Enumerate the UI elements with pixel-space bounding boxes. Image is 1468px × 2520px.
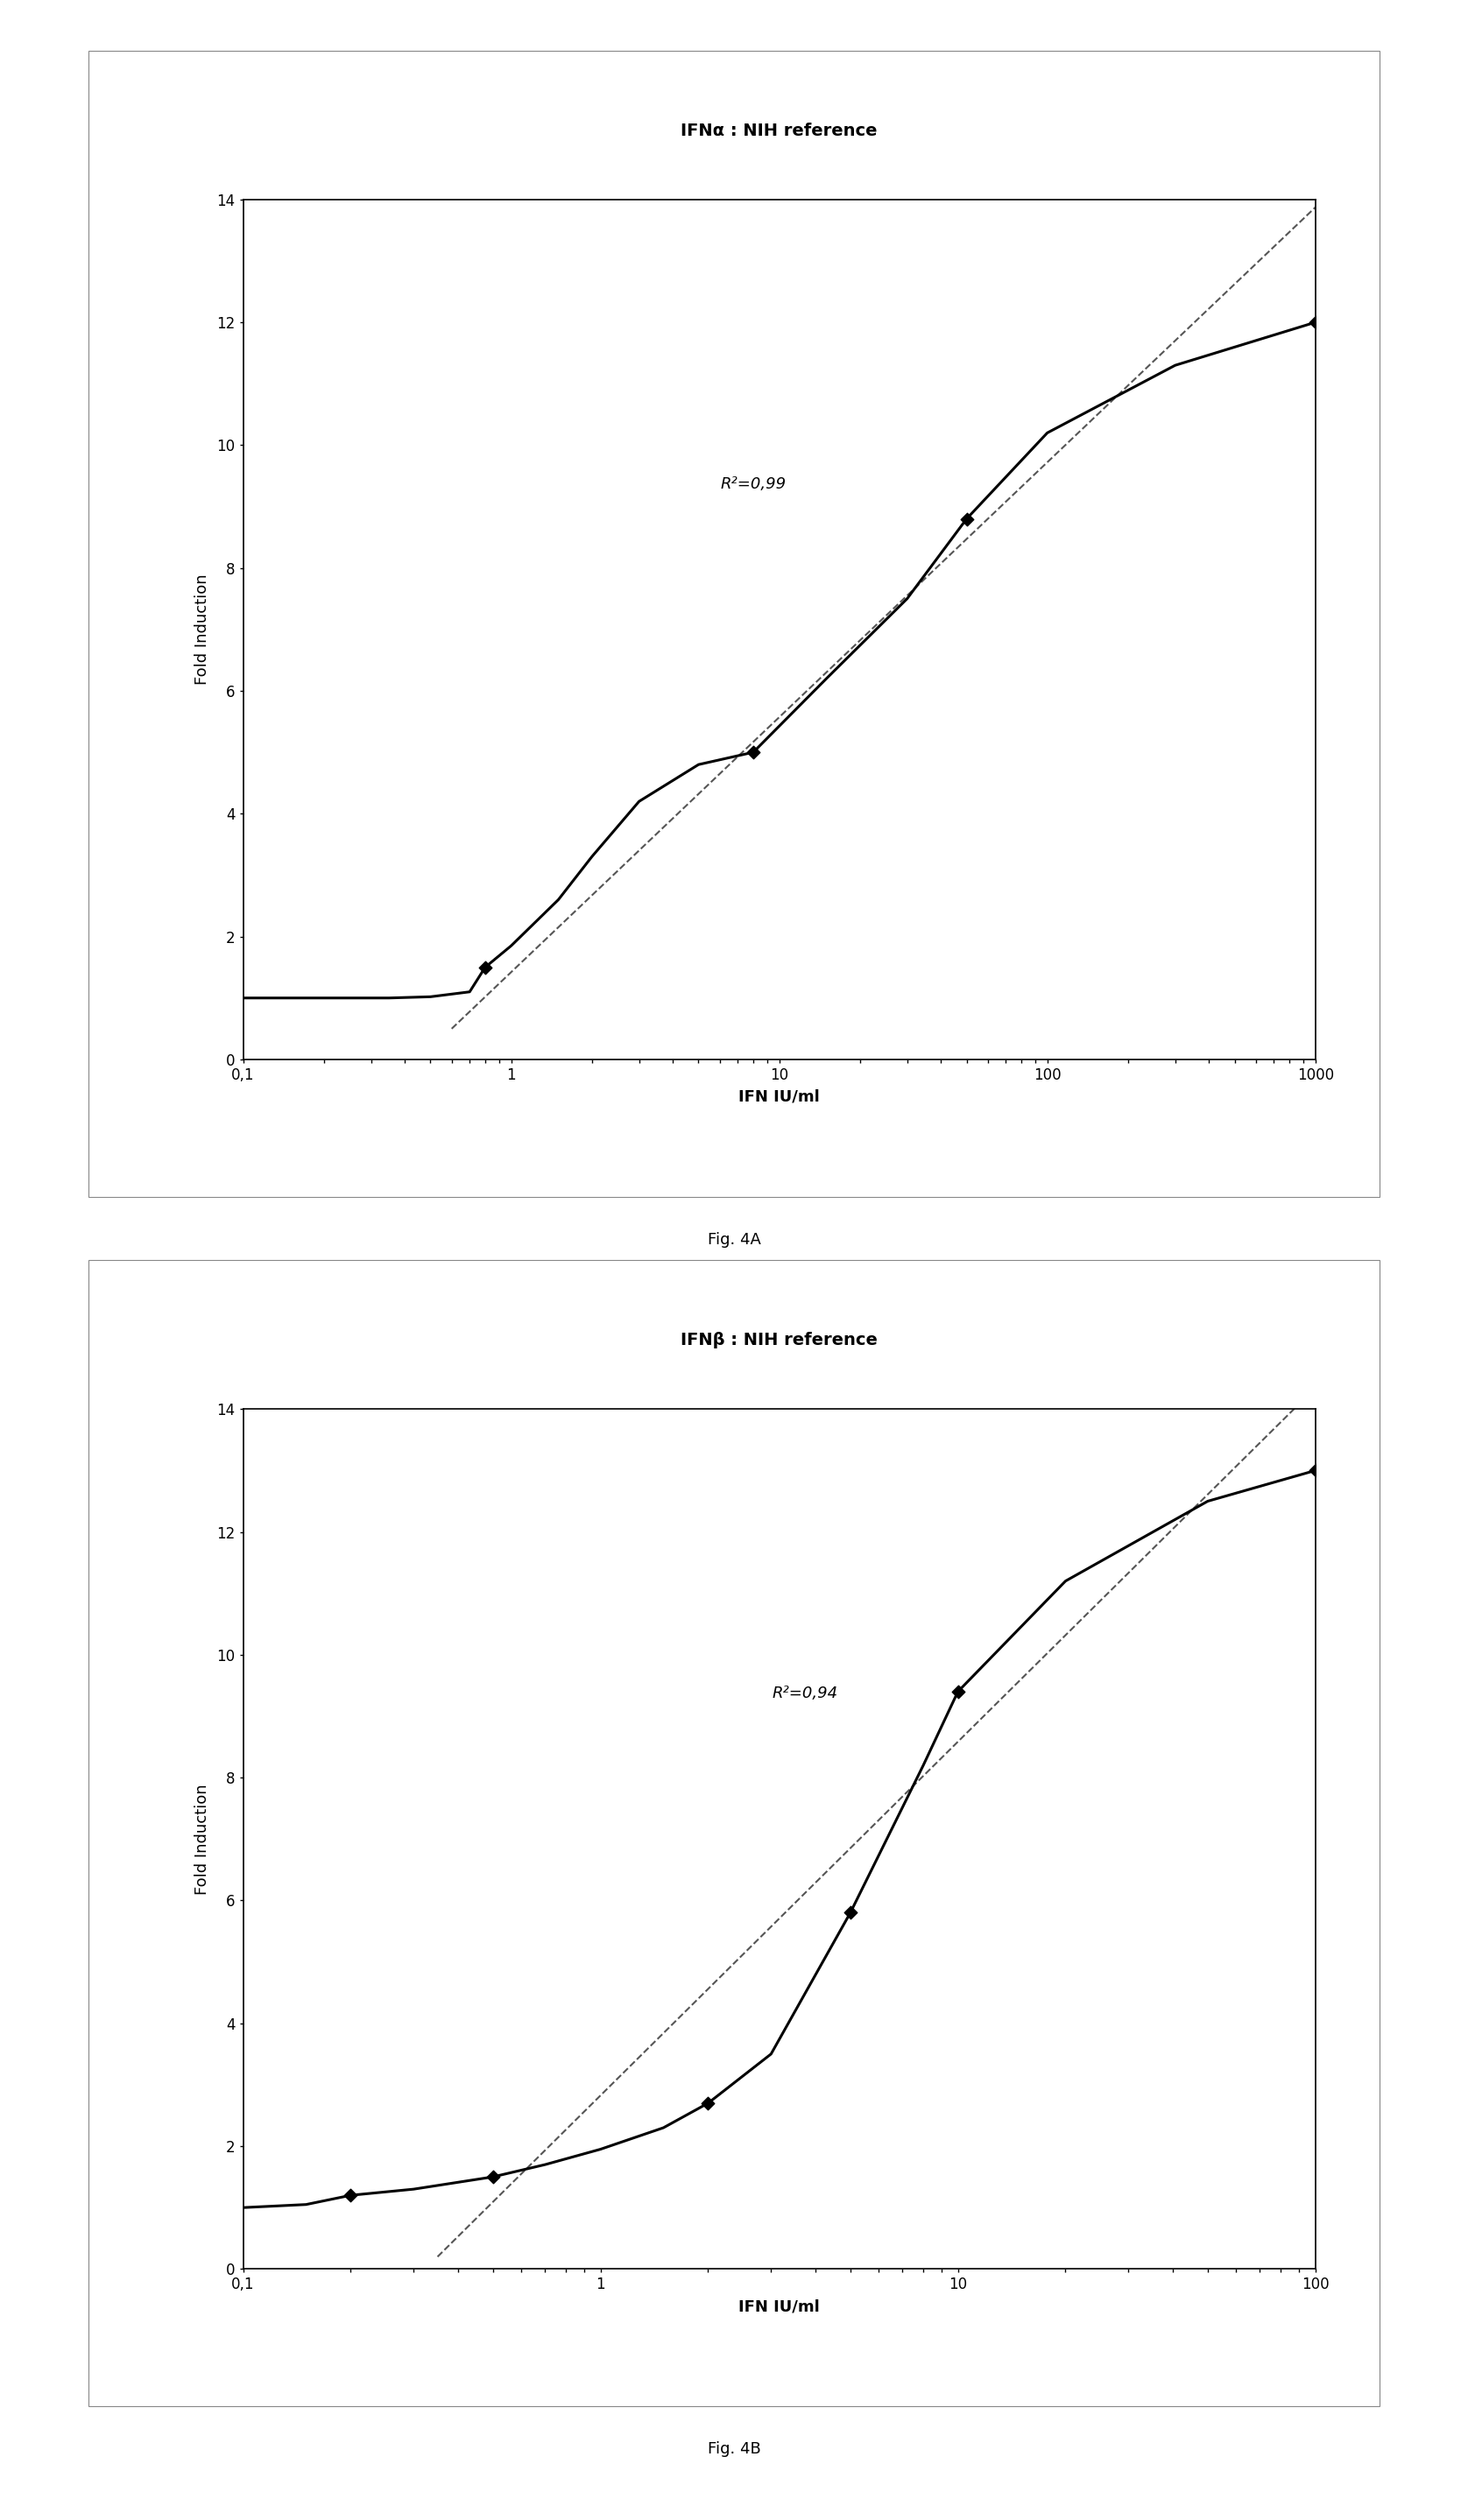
Y-axis label: Fold Induction: Fold Induction bbox=[195, 575, 210, 685]
Text: R²=0,94: R²=0,94 bbox=[772, 1686, 838, 1701]
Point bbox=[1304, 302, 1327, 343]
Point bbox=[474, 948, 498, 988]
Point bbox=[838, 1893, 862, 1933]
Text: Fig. 4A: Fig. 4A bbox=[708, 1232, 760, 1247]
Point bbox=[1304, 1452, 1327, 1492]
Text: IFNβ : NIH reference: IFNβ : NIH reference bbox=[681, 1333, 878, 1348]
Point bbox=[741, 733, 765, 774]
X-axis label: IFN IU/ml: IFN IU/ml bbox=[738, 1089, 819, 1104]
Point bbox=[696, 2084, 719, 2124]
Y-axis label: Fold Induction: Fold Induction bbox=[195, 1784, 210, 1895]
Point bbox=[482, 2157, 505, 2197]
Point bbox=[954, 499, 978, 539]
Point bbox=[947, 1671, 970, 1711]
X-axis label: IFN IU/ml: IFN IU/ml bbox=[738, 2298, 819, 2313]
Text: IFNα : NIH reference: IFNα : NIH reference bbox=[681, 123, 878, 139]
Text: R²=0,99: R²=0,99 bbox=[721, 476, 785, 491]
Text: Fig. 4B: Fig. 4B bbox=[708, 2442, 760, 2457]
Point bbox=[339, 2175, 363, 2215]
